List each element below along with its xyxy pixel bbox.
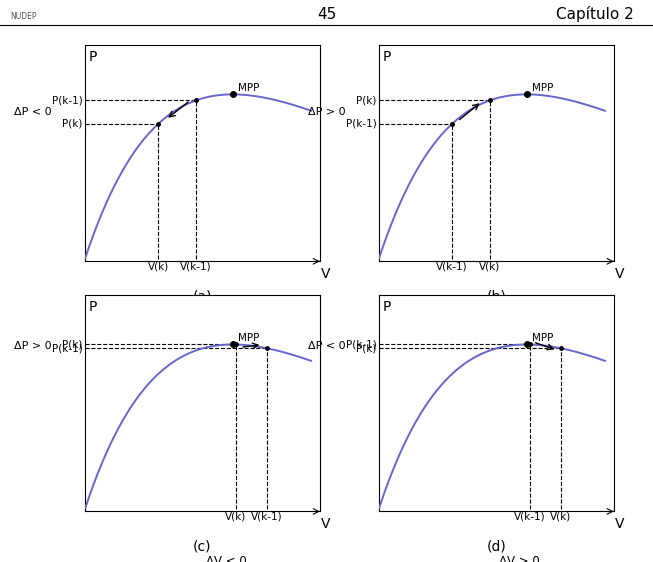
- Text: V(k-1): V(k-1): [514, 512, 545, 522]
- Text: V(k-1): V(k-1): [436, 262, 468, 272]
- Text: (d): (d): [486, 540, 506, 554]
- Text: P: P: [382, 301, 390, 315]
- Text: MPP: MPP: [238, 333, 260, 343]
- Text: MPP: MPP: [532, 83, 554, 93]
- Text: 45: 45: [317, 7, 336, 21]
- Text: V: V: [321, 517, 330, 531]
- Text: V(k-1): V(k-1): [251, 512, 283, 522]
- Text: P(k-1): P(k-1): [52, 96, 82, 106]
- Text: ΔV < 0: ΔV < 0: [206, 305, 246, 318]
- Text: ΔP > 0: ΔP > 0: [308, 107, 346, 117]
- Text: ΔP < 0: ΔP < 0: [308, 341, 346, 351]
- Text: P: P: [382, 51, 390, 65]
- Text: (b): (b): [486, 289, 506, 303]
- Text: NUDEP: NUDEP: [10, 12, 37, 21]
- Text: ΔP > 0: ΔP > 0: [14, 341, 52, 351]
- Text: P(k): P(k): [62, 339, 82, 350]
- Text: V(k-1): V(k-1): [180, 262, 212, 272]
- Text: P(k): P(k): [62, 119, 82, 129]
- Text: (c): (c): [193, 540, 212, 554]
- Text: P(k): P(k): [356, 343, 376, 353]
- Text: ΔV > 0: ΔV > 0: [500, 555, 540, 562]
- Text: P: P: [88, 301, 97, 315]
- Text: V(k): V(k): [148, 262, 168, 272]
- Text: P(k-1): P(k-1): [52, 343, 82, 353]
- Text: ΔV > 0: ΔV > 0: [500, 305, 540, 318]
- Text: MPP: MPP: [532, 333, 554, 343]
- Text: V: V: [615, 517, 624, 531]
- Text: MPP: MPP: [238, 83, 260, 93]
- Text: V(k): V(k): [479, 262, 500, 272]
- Text: (a): (a): [193, 289, 212, 303]
- Text: V: V: [321, 267, 330, 281]
- Text: ΔP < 0: ΔP < 0: [14, 107, 52, 117]
- Text: ΔV < 0: ΔV < 0: [206, 555, 246, 562]
- Text: V(k): V(k): [225, 512, 246, 522]
- Text: P(k): P(k): [356, 96, 376, 106]
- Text: Capítulo 2: Capítulo 2: [556, 6, 633, 22]
- Text: P: P: [88, 51, 97, 65]
- Text: V: V: [615, 267, 624, 281]
- Text: V(k): V(k): [550, 512, 571, 522]
- Text: P(k-1): P(k-1): [345, 119, 376, 129]
- Text: P(k-1): P(k-1): [345, 339, 376, 350]
